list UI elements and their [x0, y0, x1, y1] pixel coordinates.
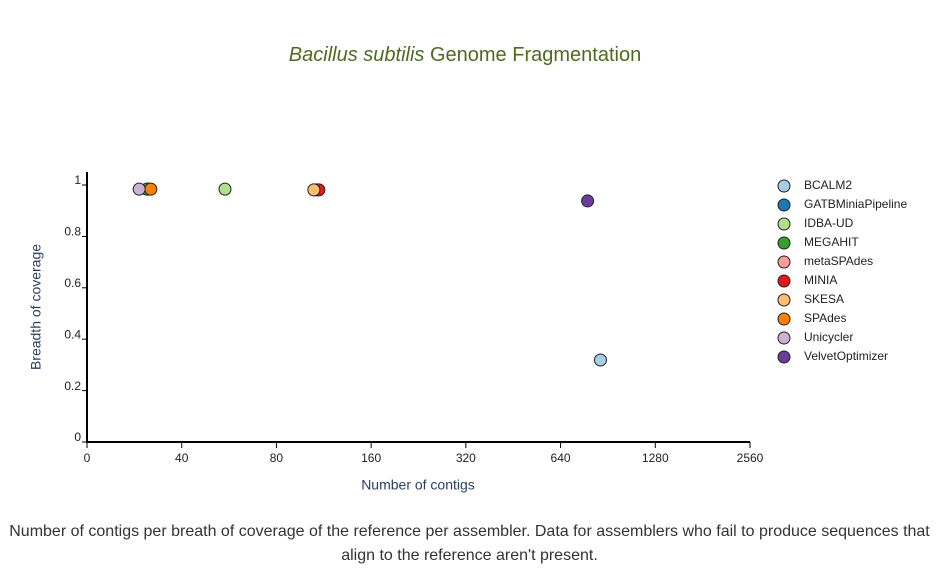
x-tick-label: 320 [456, 451, 476, 465]
x-axis-label: Number of contigs [361, 477, 475, 493]
chart: Bacillus subtilis Genome Fragmentation N… [28, 44, 908, 493]
x-tick-label: 0 [84, 451, 91, 465]
x-tick-label: 40 [175, 451, 189, 465]
x-tick-label: 160 [361, 451, 381, 465]
legend-label: MEGAHIT [804, 235, 859, 249]
caption: Number of contigs per breath of coverage… [9, 523, 930, 564]
legend-label: VelvetOptimizer [804, 349, 888, 363]
title-species: Bacillus subtilis [289, 44, 425, 66]
x-tick-label: 2560 [737, 451, 764, 465]
x-tick-label: 1280 [642, 451, 669, 465]
legend-label: metaSPAdes [804, 254, 873, 268]
legend-label: MINIA [804, 273, 837, 287]
y-tick-label: 0.6 [64, 276, 81, 290]
legend-marker [777, 236, 791, 250]
y-tick-label: 1 [74, 173, 81, 187]
legend-marker [777, 198, 791, 212]
legend-marker [777, 179, 791, 193]
y-tick-label: 0.2 [64, 379, 81, 393]
point [218, 182, 232, 196]
point [593, 353, 607, 367]
legend-marker [777, 350, 791, 364]
legend-label: IDBA-UD [804, 216, 854, 230]
legend-label: BCALM2 [804, 178, 852, 192]
chart-title: Bacillus subtilis Genome Fragmentation [289, 44, 641, 66]
legend-marker [777, 312, 791, 326]
point [144, 182, 158, 196]
legend-marker [777, 255, 791, 269]
y-tick-label: 0.8 [64, 225, 81, 239]
y-tick-label: 0 [74, 430, 81, 444]
legend-label: Unicycler [804, 330, 853, 344]
legend-label: GATBMiniaPipeline [804, 197, 907, 211]
y-tick-label: 0.4 [64, 327, 81, 341]
point [307, 183, 321, 197]
point [581, 194, 595, 208]
legend-label: SKESA [804, 292, 844, 306]
legend-label: SPAdes [804, 311, 846, 325]
legend-marker [777, 293, 791, 307]
title-text: Genome Fragmentation [430, 44, 641, 66]
y-axis-label: Breadth of coverage [28, 244, 44, 370]
point [132, 182, 146, 196]
x-tick-label: 640 [551, 451, 571, 465]
legend-marker [777, 331, 791, 345]
legend-marker [777, 274, 791, 288]
legend-marker [777, 217, 791, 231]
x-tick-label: 80 [270, 451, 284, 465]
